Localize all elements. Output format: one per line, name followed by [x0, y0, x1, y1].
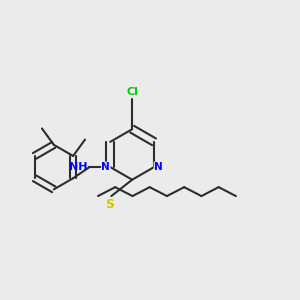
Text: Cl: Cl [126, 87, 138, 97]
Text: N: N [154, 162, 163, 172]
Text: N: N [101, 162, 110, 172]
Text: S: S [105, 198, 114, 212]
Text: NH: NH [69, 162, 87, 172]
